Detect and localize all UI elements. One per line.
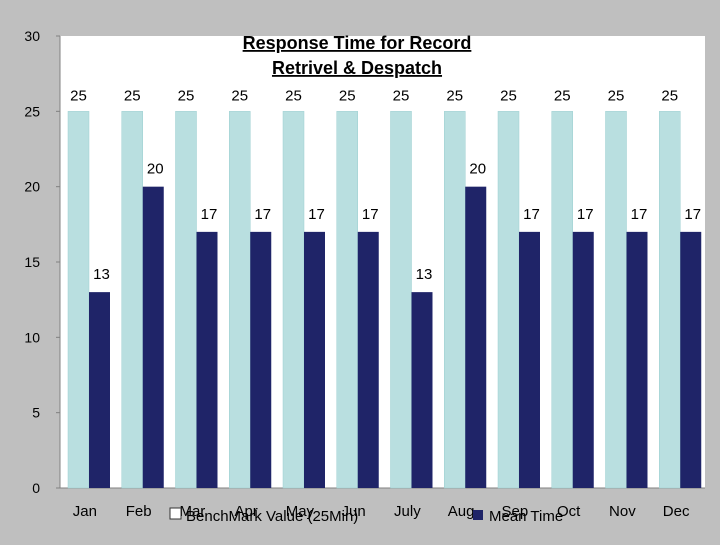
mean-time-bar-label: 20 <box>469 161 486 178</box>
mean-time-bar <box>196 231 218 488</box>
mean-time-bar <box>304 231 325 488</box>
x-tick-label: Nov <box>609 503 636 520</box>
y-tick-label: 10 <box>24 329 40 345</box>
x-tick-label: Sep <box>502 503 529 520</box>
x-tick-label: Aug <box>448 503 475 520</box>
x-tick-label: Mar <box>179 503 205 520</box>
mean-time-bar <box>411 292 433 488</box>
mean-time-bar <box>626 231 648 488</box>
legend-benchmark-swatch <box>169 507 182 520</box>
mean-time-bar-label: 13 <box>93 266 110 283</box>
benchmark-bar <box>282 111 305 489</box>
y-tick-label: 25 <box>24 103 40 119</box>
x-tick-label: Feb <box>126 503 152 520</box>
chart-title-line-1: Response Time for Record <box>243 33 472 53</box>
benchmark-bar-label: 25 <box>231 87 248 104</box>
benchmark-bar-label: 25 <box>608 87 625 104</box>
benchmark-bar-label: 25 <box>178 87 195 104</box>
mean-time-bar <box>250 231 272 488</box>
mean-time-bar-label: 17 <box>254 206 271 223</box>
plot-area <box>60 36 705 488</box>
benchmark-bar-label: 25 <box>285 87 302 104</box>
y-tick-label: 5 <box>32 405 40 421</box>
benchmark-bar-label: 25 <box>70 87 87 104</box>
benchmark-bar <box>175 111 197 489</box>
mean-time-bar-label: 17 <box>523 206 540 223</box>
mean-time-bar-label: 17 <box>362 206 379 223</box>
y-tick-label: 0 <box>32 480 40 496</box>
mean-time-bar-label: 17 <box>577 206 594 223</box>
mean-time-bar-label: 20 <box>147 161 164 178</box>
mean-time-bar <box>680 231 702 488</box>
benchmark-bar <box>121 111 143 489</box>
mean-time-bar-label: 13 <box>416 266 433 283</box>
mean-time-bar-label: 17 <box>684 206 701 223</box>
mean-time-bar-label: 17 <box>631 206 648 223</box>
chart-title-line-2: Retrivel & Despatch <box>272 58 442 78</box>
benchmark-bar <box>229 111 251 489</box>
benchmark-bar <box>605 111 627 489</box>
mean-time-bar <box>142 186 164 488</box>
x-tick-label: May <box>286 503 315 520</box>
mean-time-bar <box>572 231 594 488</box>
x-tick-label: Apr <box>234 503 257 520</box>
benchmark-bar-label: 25 <box>339 87 356 104</box>
benchmark-bar-label: 25 <box>446 87 463 104</box>
mean-time-bar <box>465 186 487 488</box>
benchmark-bar <box>67 111 90 489</box>
mean-time-bar <box>89 292 110 488</box>
y-tick-label: 15 <box>24 254 40 270</box>
mean-time-bar <box>519 231 540 488</box>
legend-mean-swatch <box>473 510 483 520</box>
legend-mean-label: Mean Time <box>489 508 563 525</box>
benchmark-bar-label: 25 <box>661 87 678 104</box>
benchmark-bar <box>551 111 573 489</box>
mean-time-bar-label: 17 <box>201 206 218 223</box>
x-tick-label: Oct <box>557 503 581 520</box>
benchmark-bar <box>444 111 466 489</box>
legend-benchmark-label: BenchMark Value (25Min) <box>186 508 358 525</box>
mean-time-bar-label: 17 <box>308 206 325 223</box>
mean-time-bar <box>357 231 379 488</box>
benchmark-bar-label: 25 <box>500 87 517 104</box>
benchmark-bar <box>659 111 681 489</box>
x-tick-label: Jan <box>73 503 97 520</box>
x-tick-label: July <box>394 503 421 520</box>
x-tick-label: Dec <box>663 503 690 520</box>
benchmark-bar-label: 25 <box>124 87 141 104</box>
y-tick-label: 20 <box>24 179 40 195</box>
y-tick-label: 30 <box>24 28 40 44</box>
x-tick-label: Jun <box>342 503 366 520</box>
benchmark-bar <box>497 111 520 489</box>
benchmark-bar <box>336 111 358 489</box>
benchmark-bar <box>390 111 412 489</box>
benchmark-bar-label: 25 <box>554 87 571 104</box>
benchmark-bar-label: 25 <box>393 87 410 104</box>
